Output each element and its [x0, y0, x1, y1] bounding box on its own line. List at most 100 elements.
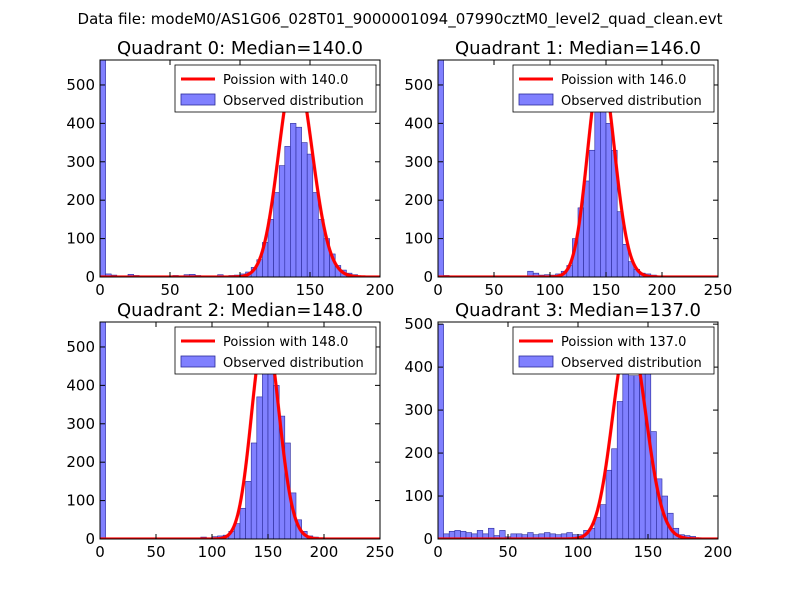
x-tick-label: 0 — [95, 543, 105, 561]
y-tick-label: 400 — [404, 358, 433, 376]
y-tick-label: 400 — [66, 376, 95, 394]
histogram-bar — [301, 142, 308, 277]
y-tick-label: 0 — [423, 268, 433, 286]
axes-frame — [99, 321, 381, 540]
legend-poisson-label: Poission with 148.0 — [223, 335, 348, 350]
histogram-bar — [499, 530, 506, 539]
y-tick-label: 500 — [66, 76, 95, 94]
y-tick-label: 100 — [66, 230, 95, 248]
poisson-curve — [438, 68, 718, 277]
histogram-bar — [622, 244, 629, 277]
y-tick-label: 0 — [423, 530, 433, 548]
x-tick-label: 200 — [310, 543, 339, 561]
histogram-bar — [100, 60, 106, 277]
histogram-bar — [438, 323, 444, 539]
x-tick-label: 150 — [634, 543, 663, 561]
histogram-bar — [250, 442, 258, 539]
y-tick-label: 400 — [404, 114, 433, 132]
x-tick-label: 100 — [536, 281, 565, 299]
histogram-bar — [306, 153, 314, 277]
histogram-bar — [290, 123, 297, 277]
legend-poisson-label: Poission with 146.0 — [561, 73, 686, 88]
y-tick-label: 200 — [66, 453, 95, 471]
histogram-bar — [628, 375, 635, 539]
x-tick-label: 100 — [564, 543, 593, 561]
histogram-bar — [594, 96, 601, 277]
legend-hist-label: Observed distribution — [223, 94, 364, 109]
y-tick-label: 300 — [404, 401, 433, 419]
histogram-bar — [605, 469, 612, 539]
y-tick-label: 200 — [404, 444, 433, 462]
histogram-bar — [312, 192, 319, 277]
x-tick-label: 50 — [498, 543, 517, 561]
axes-frame — [437, 59, 719, 278]
histogram-bar — [611, 448, 618, 539]
y-tick-label: 100 — [404, 487, 433, 505]
histogram-bar — [600, 504, 607, 539]
histogram-bar — [267, 365, 274, 539]
legend-hist-label: Observed distribution — [223, 356, 364, 371]
legend-bar-swatch — [518, 355, 554, 368]
y-tick-label: 200 — [66, 191, 95, 209]
x-tick-label: 50 — [160, 281, 179, 299]
panel-title: Quadrant 1: Median=146.0 — [455, 38, 701, 59]
panel-2: Quadrant 2: Median=148.0 0 50 100 150 200 250 0… — [66, 300, 394, 561]
panel-title: Quadrant 0: Median=140.0 — [117, 38, 363, 59]
histogram-bar — [633, 375, 640, 539]
histogram-bar — [256, 396, 263, 539]
poisson-curve — [100, 328, 380, 539]
panel-0: Quadrant 0: Median=140.0 0 50 100 150 200 0 100… — [66, 38, 394, 299]
x-tick-label: 200 — [366, 281, 395, 299]
histogram-bar — [488, 527, 495, 539]
plot-area — [438, 323, 718, 539]
legend-hist-label: Observed distribution — [561, 356, 702, 371]
y-tick-label: 0 — [85, 268, 95, 286]
y-tick-label: 400 — [66, 114, 95, 132]
x-tick-label: 250 — [366, 543, 395, 561]
legend-bar-swatch — [518, 93, 554, 106]
legend: Poission with 146.0 Observed distribution — [512, 64, 715, 113]
legend: Poission with 137.0 Observed distribution — [512, 326, 715, 375]
histogram-bar — [100, 322, 106, 539]
x-tick-label: 150 — [254, 543, 283, 561]
panel-title: Quadrant 3: Median=137.0 — [455, 300, 701, 321]
x-tick-label: 200 — [648, 281, 677, 299]
histogram-bar — [245, 481, 252, 539]
histogram-bar — [262, 358, 269, 539]
x-tick-label: 50 — [146, 543, 165, 561]
y-tick-label: 300 — [66, 415, 95, 433]
legend-poisson-label: Poission with 137.0 — [561, 335, 686, 350]
legend-bar-swatch — [180, 355, 216, 368]
y-tick-label: 300 — [404, 153, 433, 171]
x-tick-label: 100 — [198, 543, 227, 561]
y-tick-label: 500 — [66, 338, 95, 356]
y-tick-label: 200 — [404, 191, 433, 209]
plot-area — [100, 322, 380, 539]
histogram-bar — [295, 126, 302, 277]
figure-suptitle: Data file: modeM0/AS1G06_028T01_90000010… — [78, 10, 723, 29]
y-tick-label: 500 — [404, 76, 433, 94]
histogram-bar — [588, 149, 596, 277]
x-tick-label: 0 — [433, 543, 443, 561]
y-tick-label: 100 — [66, 492, 95, 510]
histogram-bar — [278, 165, 286, 277]
legend-poisson-label: Poission with 140.0 — [223, 73, 348, 88]
legend-bar-swatch — [180, 93, 216, 106]
x-tick-label: 150 — [296, 281, 325, 299]
y-tick-label: 100 — [404, 230, 433, 248]
histogram-bar — [616, 401, 624, 539]
histogram-bar — [284, 146, 291, 277]
histogram-bar — [273, 192, 280, 277]
panel-1: Quadrant 1: Median=146.0 0 50 100 150 200 250 0… — [404, 38, 732, 299]
y-tick-label: 300 — [66, 153, 95, 171]
legend-hist-label: Observed distribution — [561, 94, 702, 109]
x-tick-label: 100 — [226, 281, 255, 299]
x-tick-label: 150 — [592, 281, 621, 299]
legend: Poission with 140.0 Observed distribution — [174, 64, 377, 113]
histogram-bar — [239, 507, 246, 539]
histogram-bar — [605, 123, 612, 277]
plot-area — [438, 60, 718, 277]
x-tick-label: 50 — [484, 281, 503, 299]
x-tick-label: 250 — [704, 281, 733, 299]
